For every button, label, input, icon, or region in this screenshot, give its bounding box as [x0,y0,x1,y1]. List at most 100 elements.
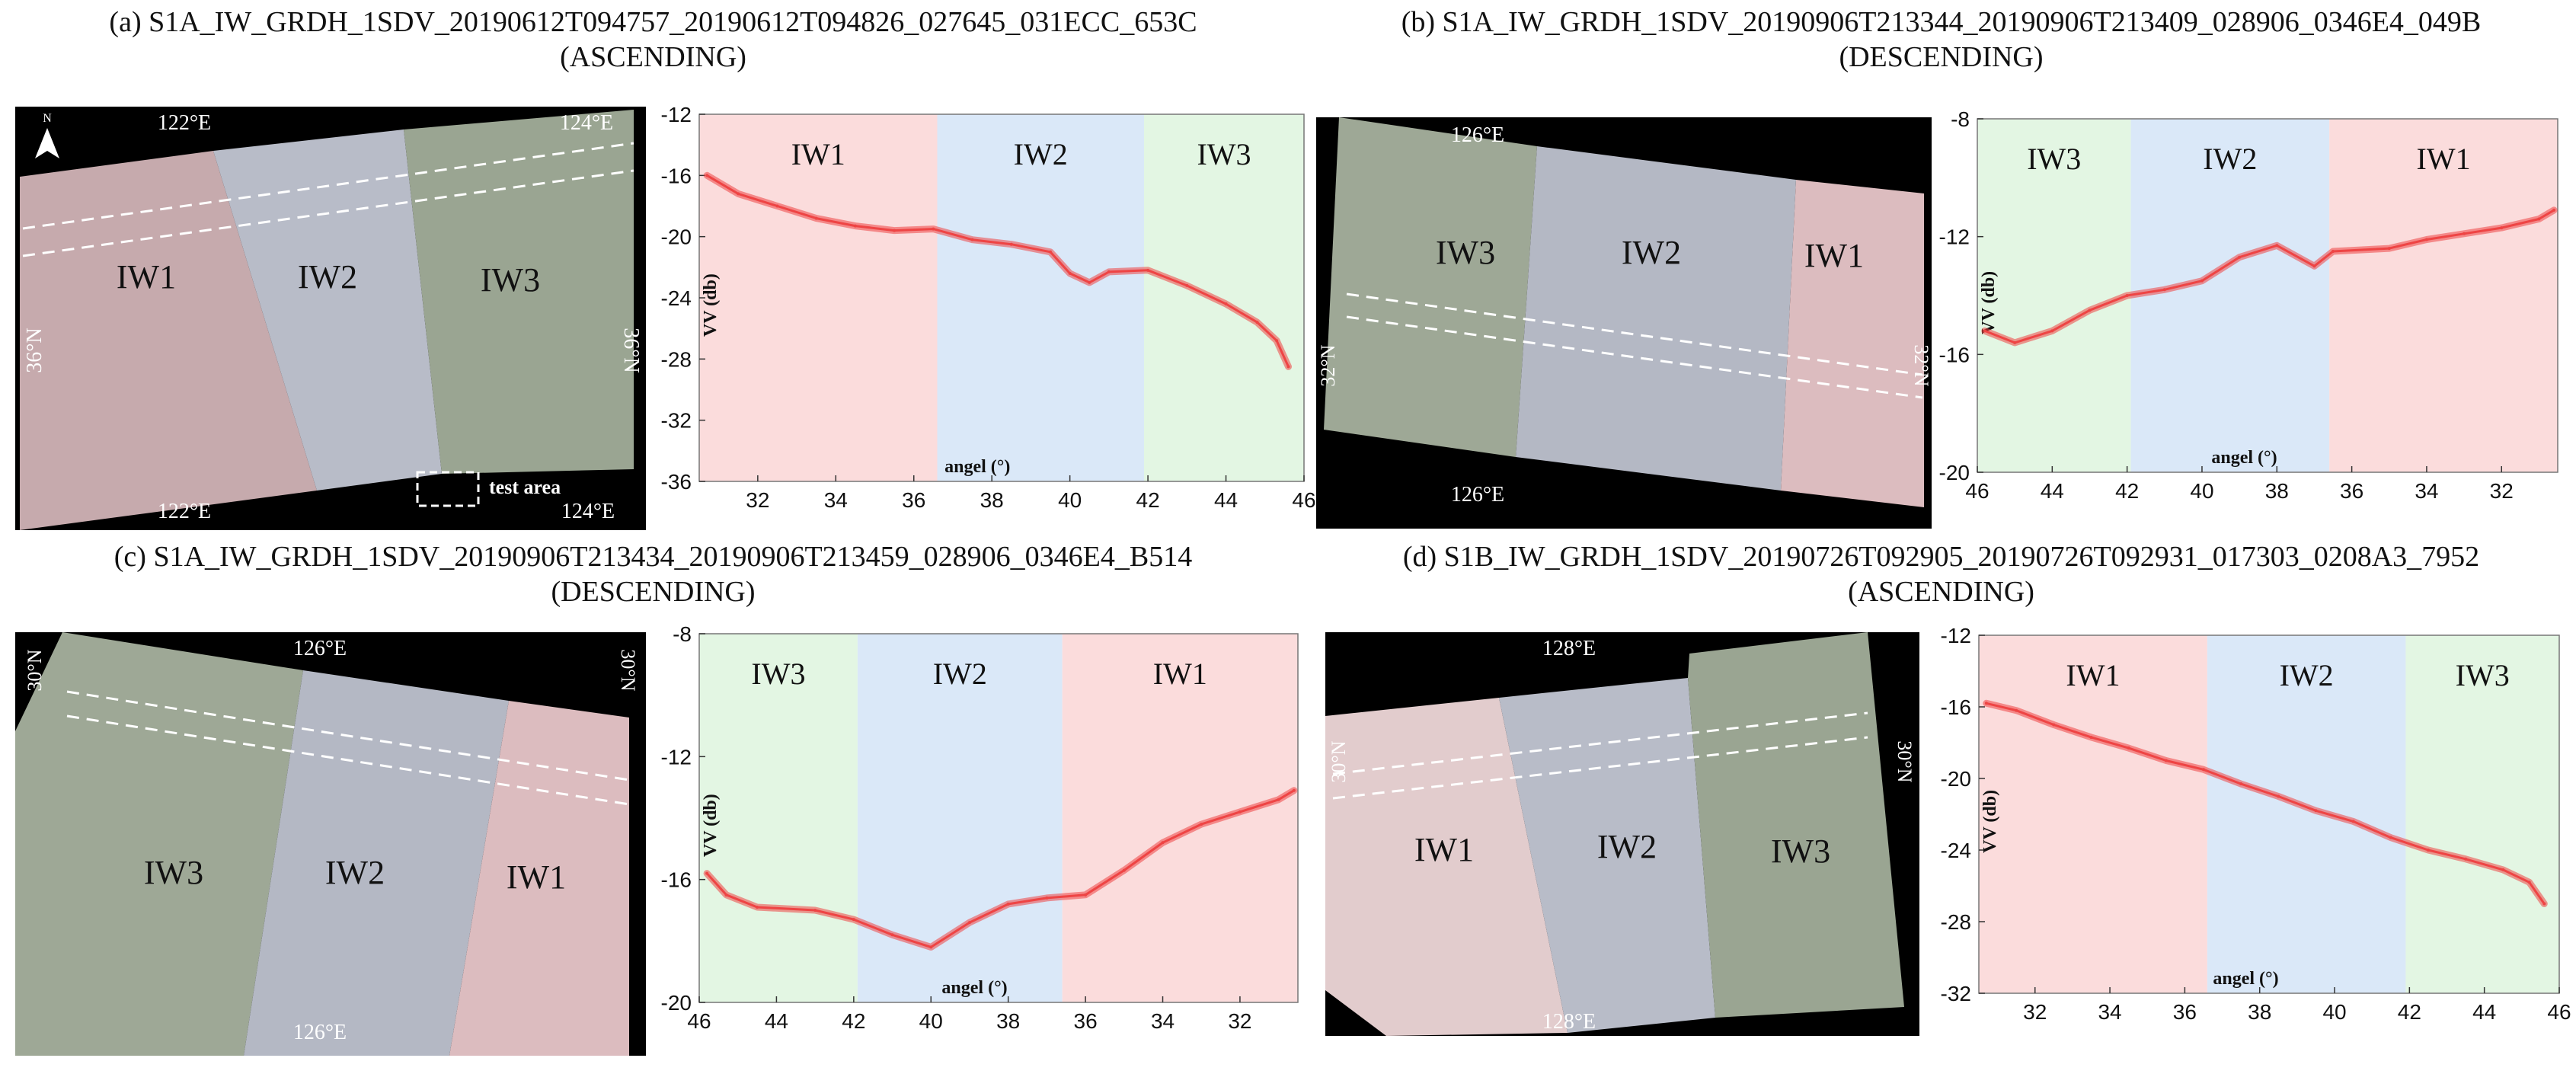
panel-c-swath-label-iw2: IW2 [325,854,385,891]
panel-d-title: (d) S1B_IW_GRDH_1SDV_20190726T092905_201… [1306,539,2576,609]
panel-a-title-line1: (a) S1A_IW_GRDH_1SDV_20190612T094757_201… [109,6,1197,38]
x-tick-label: 38 [996,1009,1020,1033]
y-tick-label: -12 [1941,624,1971,647]
x-tick-label: 44 [1214,488,1238,512]
panel-d-swath-label-iw1: IW1 [1414,831,1474,868]
y-tick-label: -20 [1941,767,1971,791]
y-axis-label: VV (db) [1980,790,2000,853]
x-axis-label: angel (°) [941,978,1007,998]
panel-d-swath-iw3-strip [1688,632,1904,1018]
vv-point [2164,759,2168,762]
panel-a-bottom-lon-2: 124°E [561,500,615,523]
x-tick-label: 46 [2547,1000,2571,1024]
x-tick-label: 44 [765,1009,788,1033]
panel-d-right-lat: 30°N [1894,740,1916,782]
vv-point [2552,208,2556,212]
vv-point [1238,810,1242,813]
x-tick-label: 40 [2190,479,2213,503]
panel-a-right-lat: 36°N [619,328,643,372]
region-label-iw1: IW1 [1153,657,1207,691]
region-iw2 [2130,119,2330,472]
vv-point [2238,255,2242,259]
vv-point [2537,217,2541,221]
panel-a-top-lon-2: 124°E [560,111,613,135]
region-iw2 [857,634,1063,1002]
panel-d-title-line1: (d) S1B_IW_GRDH_1SDV_20190726T092905_201… [1402,541,2480,573]
panel-c-bottom-lon: 126°E [293,1021,347,1044]
panel-a-swath-iw3-strip [404,110,634,474]
panel-a-swath-label-iw2: IW2 [298,258,357,296]
vv-point [2125,294,2129,297]
vv-point [890,933,894,937]
x-tick-label: 38 [2265,479,2289,503]
region-iw3 [1143,114,1304,481]
vv-point [2013,340,2017,344]
panel-d-transect-lower [1332,736,1868,800]
y-tick-label: -28 [1941,910,1971,934]
vv-point [814,216,818,220]
region-label-iw1: IW1 [2417,142,2471,176]
vv-point [1146,268,1150,272]
x-tick-label: 42 [2398,1000,2421,1024]
vv-point [1009,242,1013,246]
region-iw2 [937,114,1144,481]
y-tick-label: -12 [661,745,692,769]
north-arrow-icon [35,128,59,158]
y-axis-label: VV (db) [1979,271,1999,334]
vv-point [2162,288,2166,292]
vv-point [1084,893,1088,897]
x-tick-label: 34 [1151,1009,1175,1033]
vv-point [2312,264,2316,268]
x-tick-label: 36 [2173,1000,2197,1024]
region-iw2 [2207,635,2406,993]
panel-c-left-lat: 30°N [24,649,46,691]
vv-point [2200,279,2204,283]
panel-a-swath-iw1-strip [20,151,317,530]
x-tick-label: 38 [980,488,1004,512]
panel-b-swath-iw2-strip [1516,146,1796,491]
x-tick-label: 36 [902,488,925,512]
vv-point [1983,329,1986,333]
y-axis-label: VV (db) [701,794,721,857]
panel-c-right-lat: 30°N [617,649,639,691]
x-tick-label: 32 [2023,1000,2047,1024]
panel-d-transect-upper [1332,711,1868,775]
panel-d-swath-label-iw2: IW2 [1597,828,1657,865]
y-tick-label: -12 [661,103,692,126]
vv-point [737,192,740,196]
y-axis-label: VV (db) [701,273,721,337]
x-tick-label: 36 [2340,479,2363,503]
panel-a-vv-chart: IW1 IW2 IW3 -12 -16 -20 -24 -28 -32 -36 32 34 36 38 40… [661,103,1316,512]
region-label-iw3: IW3 [2456,658,2510,692]
vv-point [893,229,896,232]
panel-b-title-line2: (DESCENDING) [1839,41,2044,73]
x-axis-label: angel (°) [2211,448,2277,468]
x-tick-label: 42 [842,1009,865,1033]
y-tick-label: -8 [673,622,692,646]
x-tick-label: 46 [687,1009,711,1033]
panel-c-title-line2: (DESCENDING) [551,576,756,608]
y-tick-label: -8 [1951,107,1970,131]
x-tick-label: 32 [2490,479,2514,503]
vv-point [967,921,971,925]
x-tick-label: 46 [1965,479,1989,503]
panel-a-transect-lower [22,169,634,257]
vv-point [2052,723,2056,727]
region-iw1 [1979,635,2207,993]
panel-d-sar-map: 128°E 128°E 30°N 30°N IW1 IW2 IW3 [1325,632,1919,1036]
panel-b-title: (b) S1A_IW_GRDH_1SDV_20190906T213344_201… [1306,5,2576,75]
vv-point [705,174,709,177]
region-iw3 [2405,635,2559,993]
vv-point [1122,868,1126,872]
vv-point [970,238,974,241]
vv-point [1045,896,1049,900]
y-tick-label: -24 [661,286,692,310]
panel-c-swath-iw2-strip [244,670,509,1056]
x-tick-label: 32 [1228,1009,1251,1033]
vv-point [2050,329,2054,333]
panel-b-right-lat: 32°N [1910,344,1932,386]
panel-a-swath-iw2-strip [213,129,442,491]
vv-point [1049,250,1053,254]
vv-point [2389,836,2392,839]
